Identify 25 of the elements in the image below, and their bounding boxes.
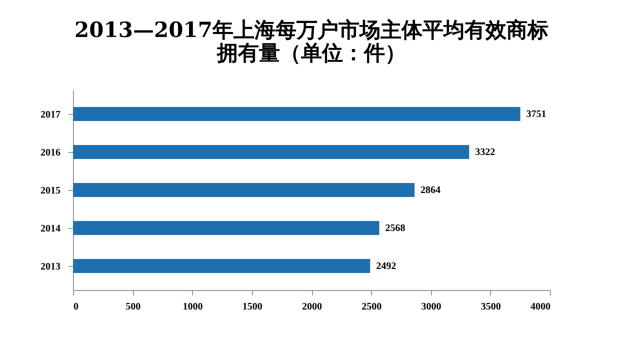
x-tick-label: 1500 — [242, 302, 262, 312]
data-label: 2568 — [385, 223, 406, 234]
bar — [73, 107, 520, 121]
data-label: 2492 — [376, 261, 396, 272]
x-tick-label: 0 — [74, 302, 78, 312]
x-tick-label: 2500 — [362, 302, 382, 312]
x-tick-label: 500 — [126, 302, 141, 312]
data-label: 3751 — [526, 109, 546, 120]
y-tick-label: 2013 — [40, 262, 60, 272]
data-label: 2864 — [420, 185, 441, 196]
x-tick-label: 4000 — [530, 302, 550, 312]
x-tick-label: 2000 — [302, 302, 322, 312]
y-tick-label: 2015 — [40, 186, 60, 196]
y-tick-label: 2016 — [40, 148, 60, 158]
bar — [73, 145, 470, 159]
bar — [73, 259, 370, 273]
y-tick-label: 2017 — [40, 110, 60, 120]
chart-title: 2013—2017年上海每万户市场主体平均有效商标拥有量（单位：件） — [74, 17, 548, 65]
y-tick-label: 2014 — [40, 224, 60, 234]
x-tick-label: 1000 — [182, 302, 203, 312]
bar — [73, 221, 380, 235]
data-label: 3322 — [475, 147, 496, 158]
x-tick-label: 3500 — [480, 302, 501, 312]
bar — [73, 183, 415, 197]
x-tick-label: 3000 — [421, 302, 442, 312]
